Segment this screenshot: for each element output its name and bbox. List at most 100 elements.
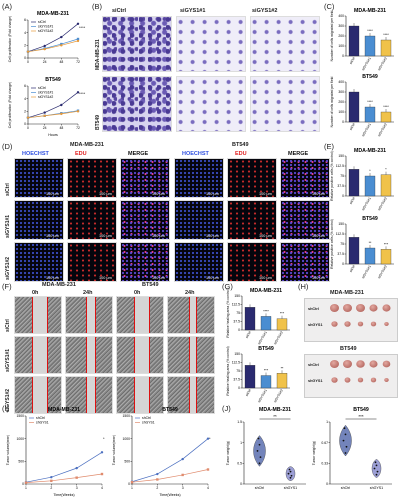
- legend-label: siGYS1#1: [38, 25, 53, 29]
- channel-label: EDU: [235, 151, 247, 157]
- y-tick-label: 0: [342, 194, 344, 198]
- wound-gap: [134, 377, 150, 413]
- data-point: [60, 42, 63, 46]
- x-tick-label: siCtrl: [349, 196, 356, 205]
- chart-title: BT549: [162, 407, 178, 413]
- data-point: [60, 103, 63, 107]
- data-point: [43, 111, 46, 114]
- scale-bar-label: 100 μm: [152, 192, 165, 196]
- x-tick-label: siGYS1#1: [257, 388, 268, 403]
- data-point: [287, 472, 290, 475]
- y-tick-label: 100: [338, 110, 344, 114]
- x-tick-label: siGYS1#1: [361, 122, 372, 137]
- x-tick-label: 1: [25, 486, 27, 490]
- chart-title: MDA-MB-231: [48, 407, 80, 413]
- wound-gap: [189, 297, 197, 333]
- fluorescence-image: [174, 158, 224, 198]
- panel-d-label: (D): [2, 142, 13, 151]
- y-tick-label: 75: [340, 242, 344, 246]
- panel-e-chart-1: MDA-MB-231 0 37.5 75 112.5 150 Relative positi…: [330, 148, 394, 211]
- x-tick-label: 3: [76, 486, 78, 490]
- chart-title: BT549: [258, 346, 274, 352]
- tumor-sample: [370, 321, 377, 327]
- y-axis-label: Cell proliferation (Fold change): [8, 82, 12, 128]
- x-tick-label: 48: [59, 60, 63, 64]
- data-point: [343, 427, 346, 430]
- fluorescence-image: [67, 242, 117, 282]
- x-tick-label: 72: [76, 126, 80, 130]
- data-point: [50, 476, 53, 479]
- legend-label: shCtrl: [142, 416, 151, 420]
- x-tick-label: siGYS1#2: [377, 122, 388, 137]
- wound-image: [65, 376, 113, 414]
- x-tick-label: 2: [50, 486, 52, 490]
- series-line: [131, 469, 209, 483]
- tumor-sample: [331, 321, 338, 327]
- tumor-sample: [356, 304, 365, 312]
- scale-bar-label: 100 μm: [99, 234, 112, 238]
- fluorescence-image: [120, 242, 170, 282]
- fluorescence-image: [280, 158, 330, 198]
- y-axis-label: Number of cells migrated per field: [330, 11, 334, 62]
- data-point: [26, 116, 30, 119]
- tumor-sample: [343, 304, 352, 312]
- scale-bar-label: 100 μm: [312, 192, 325, 196]
- x-tick-label: 24: [43, 60, 47, 64]
- tumor-sample: [357, 321, 364, 327]
- y-tick-label: 6: [24, 18, 26, 22]
- significance-mark: ****: [383, 105, 389, 109]
- panel-f-label: (F): [2, 282, 12, 291]
- x-tick-label: siGYS1#1: [257, 330, 268, 345]
- x-tick-label: siGYS1#2: [377, 264, 388, 279]
- chart-title: BT549: [362, 74, 378, 80]
- x-tick-label: siGYS1#1: [361, 196, 372, 211]
- wound-image: [65, 296, 113, 334]
- time-label: 24h: [83, 290, 93, 296]
- wound-gap: [86, 297, 96, 333]
- y-axis-label: Tumor weight(g): [312, 441, 316, 466]
- chart-title: BT549: [353, 407, 369, 413]
- fluorescence-image: [67, 200, 117, 240]
- scale-bar-label: 100 μm: [152, 234, 165, 238]
- chart-title: BT549: [362, 216, 378, 222]
- data-point: [76, 37, 80, 41]
- panel-d-row-label: siCtrl: [5, 183, 11, 196]
- violin-shape: [339, 424, 352, 457]
- y-tick-label: 75: [340, 174, 344, 178]
- y-tick-label: 400: [338, 14, 344, 18]
- series-line: [131, 438, 209, 483]
- y-tick-label: 0: [240, 482, 242, 486]
- series-line: [27, 23, 79, 52]
- x-axis-label: Hours: [48, 133, 58, 137]
- data-point: [181, 457, 184, 461]
- tumor-sample: [357, 377, 364, 383]
- panel-h-row-1a: shCtrl: [308, 307, 319, 311]
- legend-label: siGYS1#2: [38, 95, 53, 99]
- y-axis-label: Number of cells migrated per field: [330, 77, 334, 128]
- y-tick-label: 112.5: [336, 164, 344, 168]
- scale-bar-label: 100 μm: [259, 192, 272, 196]
- wound-image: [65, 336, 113, 374]
- y-tick-label: 1500: [122, 414, 130, 418]
- channel-label: MERGE: [128, 151, 149, 157]
- tumor-sample: [344, 321, 351, 327]
- bar: [380, 249, 392, 265]
- panel-j-label: (J): [222, 404, 231, 413]
- tumor-sample: [330, 360, 339, 368]
- data-point: [257, 437, 260, 440]
- significance-mark: ***: [280, 312, 285, 316]
- y-tick-label: 1: [240, 441, 242, 445]
- bar: [380, 174, 392, 197]
- y-tick-label: 0.67: [321, 441, 328, 445]
- bar: [364, 106, 376, 123]
- data-point: [75, 466, 78, 470]
- panel-c-label: (C): [324, 2, 335, 11]
- tumor-sample: [331, 377, 338, 383]
- scale-bar-label: 100 μm: [206, 234, 219, 238]
- bar: [380, 39, 392, 57]
- x-tick-label: shGYS1: [284, 486, 297, 490]
- chart-title: MDA-MB-231: [259, 407, 291, 413]
- panel-c-chart-2: BT549 0 100 200 300 400 Number of cells migrat…: [330, 74, 394, 137]
- legend-label: shGYS1: [142, 421, 155, 425]
